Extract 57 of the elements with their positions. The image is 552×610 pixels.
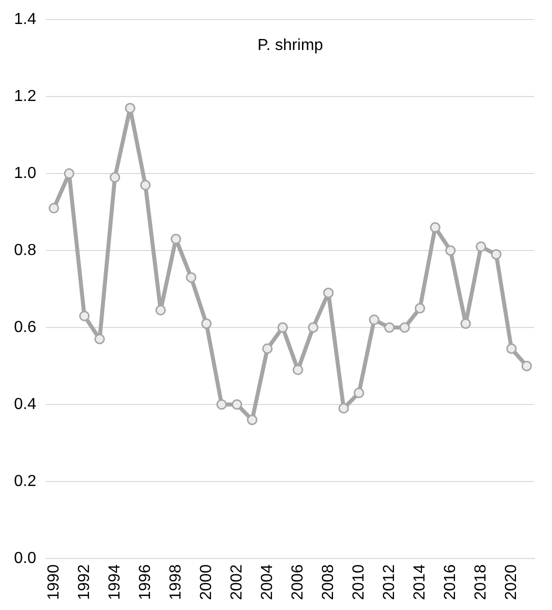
point: [354, 388, 364, 398]
x-tick-label: 2002: [228, 564, 246, 600]
point: [155, 304, 166, 316]
y-tick-label: 0.6: [14, 318, 36, 336]
point: [216, 399, 227, 410]
point: [368, 314, 380, 326]
point: [430, 222, 440, 233]
point: [48, 202, 60, 214]
point: [232, 399, 242, 410]
point: [399, 322, 410, 333]
x-tick-label: 2018: [472, 564, 490, 600]
x-tick-label: 2020: [502, 564, 520, 600]
text: P. shrimp: [258, 37, 324, 54]
point: [414, 302, 426, 314]
point: [521, 360, 532, 372]
point: [506, 343, 517, 354]
y-tick-label: 0.4: [14, 396, 36, 413]
point: [124, 102, 136, 114]
point: [170, 234, 182, 244]
point: [476, 241, 486, 252]
x-tick-label: 2006: [289, 564, 306, 600]
y-tick-label: 0.8: [14, 242, 36, 259]
point: [292, 364, 304, 376]
point: [64, 168, 74, 179]
y-tick-label: 1.0: [14, 164, 36, 182]
point: [262, 343, 273, 354]
point: [246, 414, 258, 426]
point: [94, 334, 105, 344]
point: [338, 403, 349, 414]
x-tick-label: 1992: [76, 564, 93, 600]
y-tick-label: 0.2: [14, 472, 36, 490]
point: [445, 245, 456, 256]
point: [110, 172, 120, 183]
y-tick-label: 1.2: [14, 88, 36, 105]
x-tick-label: 2012: [380, 564, 398, 600]
point: [490, 249, 502, 260]
y-tick-label: 0.0: [14, 550, 36, 567]
point: [384, 322, 395, 333]
point: [323, 288, 334, 298]
x-tick-label: 1994: [106, 564, 124, 600]
point: [308, 322, 318, 333]
x-tick-label: 1998: [167, 564, 184, 600]
point: [460, 318, 471, 329]
point: [277, 322, 288, 333]
y-tick-label: 1.4: [14, 11, 36, 28]
x-tick-label: 2014: [411, 564, 428, 600]
point: [79, 310, 90, 322]
x-tick-label: 2008: [320, 564, 337, 600]
x-tick-label: 2016: [442, 564, 459, 600]
x-tick-label: 1996: [136, 564, 154, 600]
point: [201, 318, 212, 329]
x-tick-label: 1990: [45, 564, 62, 600]
point: [186, 272, 196, 283]
x-tick-label: 2004: [258, 564, 276, 600]
x-tick-label: 2000: [198, 564, 215, 600]
x-tick-label: 2010: [350, 564, 368, 600]
point: [140, 180, 151, 190]
